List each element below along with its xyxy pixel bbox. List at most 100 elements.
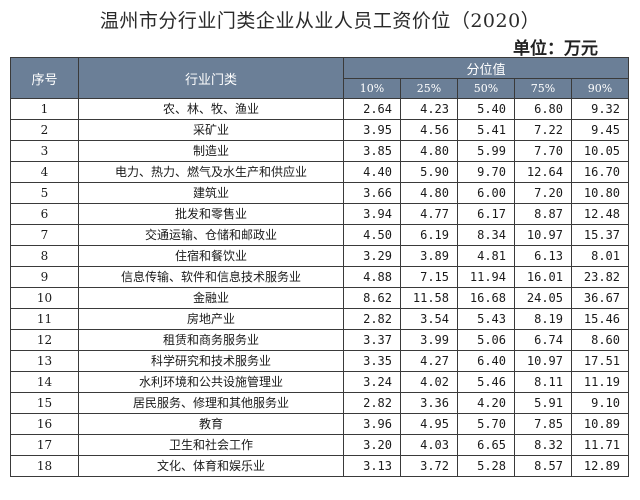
- value-cell-p25: 7.15: [400, 266, 458, 288]
- industry-cell: 电力、热力、燃气及水生产和供应业: [78, 161, 344, 183]
- seq-cell: 7: [10, 224, 79, 246]
- value-cell-p75: 7.22: [514, 119, 572, 141]
- value-cell-p90: 9.10: [570, 392, 630, 414]
- value-cell-p90: 12.48: [570, 203, 630, 225]
- value-cell-p50: 8.34: [457, 224, 515, 246]
- table-row: 16 教育 3.96 4.95 5.70 7.85 10.89: [10, 413, 630, 435]
- value-cell-p25: 4.77: [400, 203, 458, 225]
- value-cell-p90: 15.46: [570, 308, 630, 330]
- seq-cell: 9: [10, 266, 79, 288]
- table-row: 4 电力、热力、燃气及水生产和供应业 4.40 5.90 9.70 12.64 16.70: [10, 161, 630, 183]
- value-cell-p75: 7.70: [514, 140, 572, 162]
- value-cell-p10: 4.88: [343, 266, 401, 288]
- industry-cell: 批发和零售业: [78, 203, 344, 225]
- value-cell-p25: 3.72: [400, 455, 458, 477]
- seq-cell: 3: [10, 140, 79, 162]
- seq-cell: 4: [10, 161, 79, 183]
- value-cell-p50: 5.28: [457, 455, 515, 477]
- header-p10: 10%: [343, 78, 401, 99]
- industry-cell: 卫生和社会工作: [78, 434, 344, 456]
- value-cell-p25: 3.54: [400, 308, 458, 330]
- seq-cell: 2: [10, 119, 79, 141]
- value-cell-p25: 5.90: [400, 161, 458, 183]
- value-cell-p50: 5.41: [457, 119, 515, 141]
- industry-cell: 交通运输、仓储和邮政业: [78, 224, 344, 246]
- seq-cell: 14: [10, 371, 79, 393]
- industry-cell: 采矿业: [78, 119, 344, 141]
- value-cell-p75: 8.32: [514, 434, 572, 456]
- value-cell-p90: 10.80: [570, 182, 630, 204]
- seq-cell: 15: [10, 392, 79, 414]
- value-cell-p50: 16.68: [457, 287, 515, 309]
- page-title: 温州市分行业门类企业从业人员工资价位（2020）: [99, 10, 541, 32]
- value-cell-p50: 5.99: [457, 140, 515, 162]
- value-cell-p90: 8.60: [570, 329, 630, 351]
- value-cell-p90: 15.37: [570, 224, 630, 246]
- table-row: 15 居民服务、修理和其他服务业 2.82 3.36 4.20 5.91 9.10: [10, 392, 630, 414]
- seq-cell: 12: [10, 329, 79, 351]
- value-cell-p25: 3.89: [400, 245, 458, 267]
- value-cell-p90: 9.32: [570, 98, 630, 120]
- industry-cell: 科学研究和技术服务业: [78, 350, 344, 372]
- industry-cell: 教育: [78, 413, 344, 435]
- value-cell-p75: 16.01: [514, 266, 572, 288]
- table-row: 12 租赁和商务服务业 3.37 3.99 5.06 6.74 8.60: [10, 329, 630, 351]
- industry-cell: 信息传输、软件和信息技术服务业: [78, 266, 344, 288]
- value-cell-p25: 3.99: [400, 329, 458, 351]
- value-cell-p10: 3.94: [343, 203, 401, 225]
- value-cell-p75: 12.64: [514, 161, 572, 183]
- value-cell-p90: 12.89: [570, 455, 630, 477]
- header-p25: 25%: [400, 78, 458, 99]
- table-row: 2 采矿业 3.95 4.56 5.41 7.22 9.45: [10, 119, 630, 141]
- industry-cell: 文化、体育和娱乐业: [78, 455, 344, 477]
- value-cell-p50: 5.06: [457, 329, 515, 351]
- value-cell-p10: 2.82: [343, 308, 401, 330]
- seq-cell: 16: [10, 413, 79, 435]
- table-body: 1 农、林、牧、渔业 2.64 4.23 5.40 6.80 9.32 2 采矿业 3.95 4.5…: [10, 98, 630, 477]
- industry-cell: 住宿和餐饮业: [78, 245, 344, 267]
- table-row: 18 文化、体育和娱乐业 3.13 3.72 5.28 8.57 12.89: [10, 455, 630, 477]
- table-row: 14 水利环境和公共设施管理业 3.24 4.02 5.46 8.11 11.19: [10, 371, 630, 393]
- table-row: 7 交通运输、仓储和邮政业 4.50 6.19 8.34 10.97 15.37: [10, 224, 630, 246]
- value-cell-p90: 17.51: [570, 350, 630, 372]
- value-cell-p90: 11.19: [570, 371, 630, 393]
- industry-cell: 水利环境和公共设施管理业: [78, 371, 344, 393]
- value-cell-p75: 8.57: [514, 455, 572, 477]
- industry-cell: 制造业: [78, 140, 344, 162]
- value-cell-p75: 7.20: [514, 182, 572, 204]
- value-cell-p25: 4.80: [400, 182, 458, 204]
- industry-cell: 金融业: [78, 287, 344, 309]
- header-percentile-group: 分位值: [342, 57, 630, 79]
- value-cell-p25: 4.27: [400, 350, 458, 372]
- value-cell-p25: 4.80: [400, 140, 458, 162]
- value-cell-p90: 16.70: [570, 161, 630, 183]
- value-cell-p10: 3.66: [343, 182, 401, 204]
- value-cell-p90: 11.71: [570, 434, 630, 456]
- unit-label: 单位：万元: [513, 39, 598, 59]
- header-p50: 50%: [457, 78, 515, 99]
- value-cell-p90: 8.01: [570, 245, 630, 267]
- table-row: 9 信息传输、软件和信息技术服务业 4.88 7.15 11.94 16.01 23.82: [10, 266, 630, 288]
- value-cell-p90: 9.45: [570, 119, 630, 141]
- seq-cell: 8: [10, 245, 79, 267]
- value-cell-p75: 8.19: [514, 308, 572, 330]
- value-cell-p25: 4.02: [400, 371, 458, 393]
- value-cell-p25: 11.58: [400, 287, 458, 309]
- value-cell-p25: 4.56: [400, 119, 458, 141]
- seq-cell: 10: [10, 287, 79, 309]
- value-cell-p75: 10.97: [514, 350, 572, 372]
- industry-cell: 建筑业: [78, 182, 344, 204]
- value-cell-p10: 3.96: [343, 413, 401, 435]
- value-cell-p50: 5.46: [457, 371, 515, 393]
- seq-cell: 1: [10, 98, 79, 120]
- value-cell-p50: 6.65: [457, 434, 515, 456]
- header-p90: 90%: [570, 78, 630, 99]
- wage-table: 序号 行业门类 分位值 10% 25% 50% 75% 90% 1 农、林、牧、渔…: [10, 57, 630, 477]
- value-cell-p75: 10.97: [514, 224, 572, 246]
- industry-cell: 居民服务、修理和其他服务业: [78, 392, 344, 414]
- value-cell-p50: 6.17: [457, 203, 515, 225]
- value-cell-p75: 6.80: [514, 98, 572, 120]
- value-cell-p50: 5.70: [457, 413, 515, 435]
- value-cell-p10: 3.95: [343, 119, 401, 141]
- seq-cell: 17: [10, 434, 79, 456]
